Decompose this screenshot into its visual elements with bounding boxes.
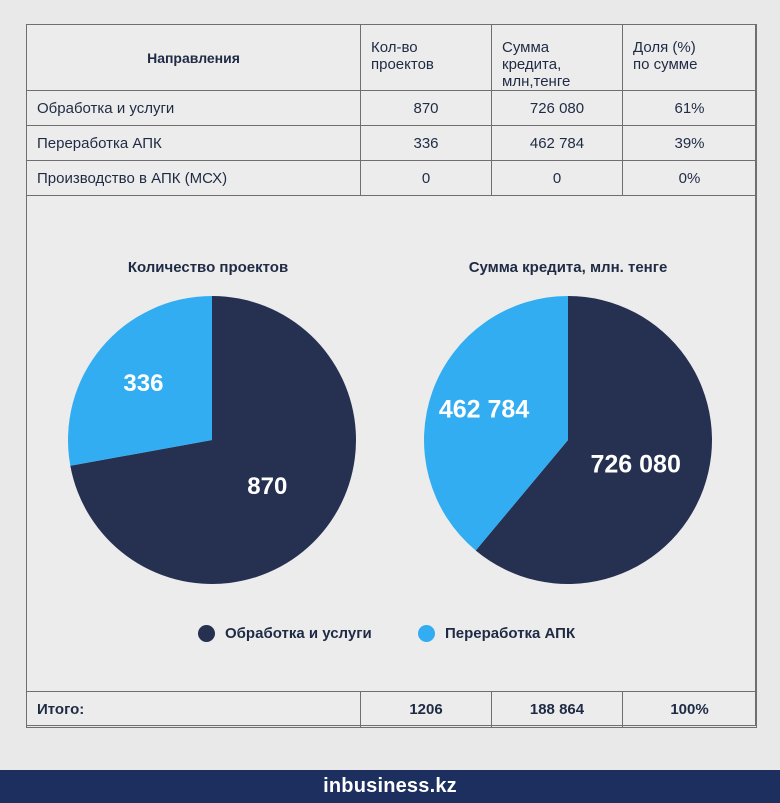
- row-amount: 726 080: [491, 90, 623, 126]
- chart-title-projects: Количество проектов: [127, 259, 289, 276]
- legend-dot-processing: [198, 625, 215, 642]
- header-project-count: Кол-во проектов: [360, 24, 492, 91]
- legend-dot-agro: [418, 625, 435, 642]
- pie-label-processing: 870: [247, 473, 287, 500]
- row-count: 0: [360, 160, 492, 196]
- row-amount: 0: [491, 160, 623, 196]
- table-row: Производство в АПК (МСХ) 0 0 0%: [26, 160, 757, 196]
- table-header-row: Направления Кол-во проектов Сумма кредит…: [26, 24, 757, 91]
- pie-slice-processing: [475, 296, 712, 584]
- total-row: Итого: 1206 188 864 100%: [26, 691, 757, 728]
- total-count: 1206: [360, 691, 492, 728]
- footer-bar: inbusiness.kz: [0, 770, 780, 803]
- pie-label-agro: 462 784: [439, 396, 529, 424]
- legend-label-agro: Переработка АПК: [445, 625, 576, 642]
- total-amount: 188 864: [491, 691, 623, 728]
- row-count: 870: [360, 90, 492, 126]
- row-direction: Переработка АПК: [26, 125, 361, 161]
- row-share: 0%: [622, 160, 757, 196]
- pie-slice-agro: [67, 296, 212, 466]
- row-direction: Производство в АПК (МСХ): [26, 160, 361, 196]
- row-amount: 462 784: [491, 125, 623, 161]
- inbusiness-logo: inbusiness.kz: [323, 775, 457, 797]
- legend: Обработка и услуги Переработка АПК: [198, 625, 618, 649]
- chart-title-credit: Сумма кредита, млн. тенге: [468, 259, 668, 276]
- pie-label-processing: 726 080: [590, 451, 680, 479]
- row-count: 336: [360, 125, 492, 161]
- pie-slice-processing: [70, 296, 356, 584]
- total-label: Итого:: [26, 691, 361, 728]
- legend-label-processing: Обработка и услуги: [225, 625, 372, 642]
- pie-slice-agro: [424, 296, 568, 551]
- table-row: Обработка и услуги 870 726 080 61%: [26, 90, 757, 126]
- legend-item-agro: Переработка АПК: [418, 625, 575, 642]
- header-share: Доля (%) по сумме: [622, 24, 757, 91]
- pie-chart-projects: 870 336: [67, 296, 356, 584]
- header-credit-amount: Сумма кредита, млн,тенге: [491, 24, 623, 91]
- row-share: 39%: [622, 125, 757, 161]
- pie-label-agro: 336: [123, 370, 163, 397]
- row-direction: Обработка и услуги: [26, 90, 361, 126]
- header-direction: Направления: [26, 24, 361, 91]
- total-share: 100%: [622, 691, 757, 728]
- table-row: Переработка АПК 336 462 784 39%: [26, 125, 757, 161]
- legend-item-processing: Обработка и услуги: [198, 625, 372, 642]
- pie-chart-credit: 726 080 462 784: [424, 296, 712, 584]
- row-share: 61%: [622, 90, 757, 126]
